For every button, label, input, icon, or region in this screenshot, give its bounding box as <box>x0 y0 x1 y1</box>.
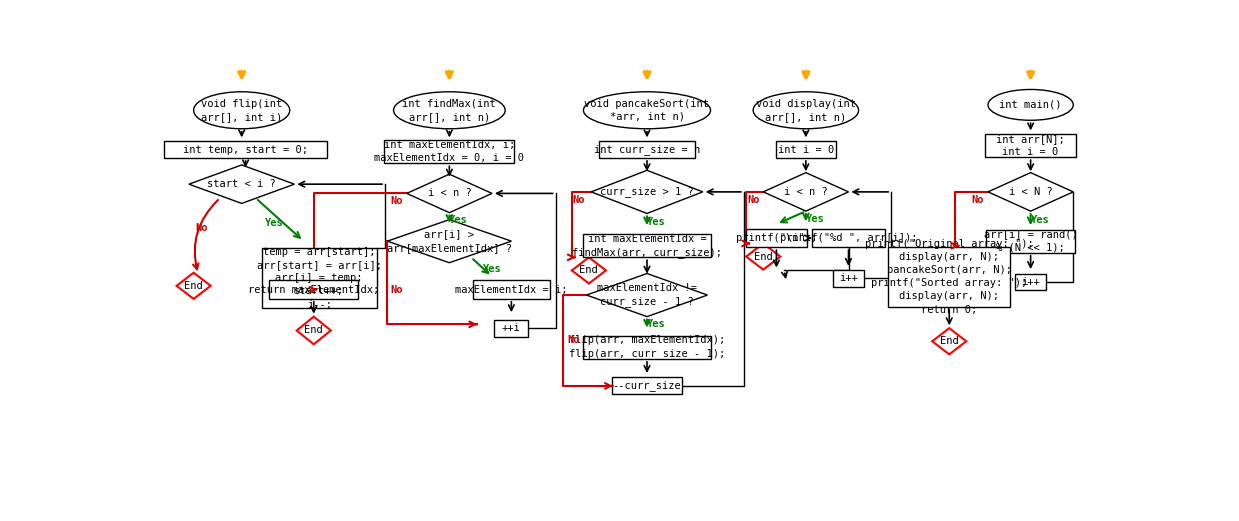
Polygon shape <box>987 172 1073 211</box>
Text: No: No <box>971 194 984 205</box>
Bar <box>584 234 711 257</box>
Text: Yes: Yes <box>805 214 824 224</box>
Text: End: End <box>753 252 773 262</box>
Text: int maxElementIdx, i;
maxElementIdx = 0, i = 0: int maxElementIdx, i; maxElementIdx = 0,… <box>374 140 524 164</box>
Text: start < i ?: start < i ? <box>207 179 276 189</box>
Text: void flip(int
arr[], int i): void flip(int arr[], int i) <box>201 98 282 122</box>
Bar <box>1015 274 1046 290</box>
Text: printf("%d ", arr[i]);: printf("%d ", arr[i]); <box>779 233 917 243</box>
Bar <box>888 246 1011 307</box>
Text: --curr_size: --curr_size <box>612 380 681 391</box>
Ellipse shape <box>394 92 506 129</box>
Text: No: No <box>572 194 585 205</box>
Text: i++: i++ <box>839 273 857 283</box>
Polygon shape <box>177 272 211 299</box>
Text: No: No <box>390 196 403 206</box>
Text: End: End <box>305 326 323 336</box>
Text: No: No <box>567 334 580 345</box>
Bar <box>833 270 864 287</box>
Polygon shape <box>190 165 295 203</box>
Text: int main(): int main() <box>1000 100 1062 110</box>
Polygon shape <box>406 174 492 213</box>
Polygon shape <box>763 172 849 211</box>
Bar <box>261 248 377 308</box>
Text: arr[i] >
arr[maxElementIdx] ?: arr[i] > arr[maxElementIdx] ? <box>387 230 512 253</box>
Bar <box>986 230 1075 253</box>
Bar <box>985 134 1077 157</box>
Bar <box>472 280 550 299</box>
Text: i < n ?: i < n ? <box>427 189 471 199</box>
Text: int maxElementIdx =
findMax(arr, curr_size);: int maxElementIdx = findMax(arr, curr_si… <box>572 234 722 258</box>
Bar <box>598 141 695 158</box>
Text: ++i: ++i <box>502 323 520 333</box>
Text: void display(int
arr[], int n): void display(int arr[], int n) <box>756 98 856 122</box>
Text: int i = 0: int i = 0 <box>778 144 834 155</box>
Ellipse shape <box>753 92 859 129</box>
Bar <box>776 141 836 158</box>
Polygon shape <box>572 257 606 283</box>
Text: Yes: Yes <box>450 215 468 225</box>
Text: int temp, start = 0;: int temp, start = 0; <box>183 144 309 155</box>
Bar <box>812 229 886 247</box>
Text: printf("\n");: printf("\n"); <box>736 233 817 243</box>
Text: printf("Original array: ");
display(arr, N);
pancakeSort(arr, N);
printf("Sorted: printf("Original array: "); display(arr,… <box>865 239 1033 315</box>
Text: End: End <box>185 281 203 291</box>
Text: Yes: Yes <box>647 319 665 329</box>
Polygon shape <box>591 170 703 214</box>
Text: i++: i++ <box>1021 277 1040 287</box>
Text: void pancakeSort(int
*arr, int n): void pancakeSort(int *arr, int n) <box>585 98 710 122</box>
Ellipse shape <box>193 92 290 129</box>
Text: int findMax(int
arr[], int n): int findMax(int arr[], int n) <box>403 98 497 122</box>
Text: Yes: Yes <box>265 218 284 228</box>
Text: curr_size > 1 ?: curr_size > 1 ? <box>600 187 694 197</box>
Polygon shape <box>388 219 512 263</box>
Bar <box>612 377 681 394</box>
Bar <box>494 320 528 337</box>
Text: return maxElementIdx;: return maxElementIdx; <box>248 284 379 295</box>
Polygon shape <box>296 317 331 344</box>
Bar <box>746 229 807 247</box>
Ellipse shape <box>584 92 710 129</box>
Text: flip(arr, maxElementIdx);
flip(arr, curr_size - 1);: flip(arr, maxElementIdx); flip(arr, curr… <box>569 336 725 359</box>
Text: Yes: Yes <box>1031 215 1049 226</box>
Polygon shape <box>586 274 707 317</box>
Text: temp = arr[start];
arr[start] = arr[i];
arr[i] = temp;
start++;
i--;: temp = arr[start]; arr[start] = arr[i]; … <box>256 247 382 309</box>
Text: Yes: Yes <box>647 217 665 227</box>
Bar <box>269 280 358 299</box>
Text: int arr[N];
int i = 0: int arr[N]; int i = 0 <box>996 134 1066 157</box>
Text: Yes: Yes <box>483 264 502 274</box>
Text: maxElementIdx !=
curr_size - 1 ?: maxElementIdx != curr_size - 1 ? <box>597 283 698 307</box>
Bar <box>584 336 711 359</box>
Text: No: No <box>747 194 760 205</box>
Text: End: End <box>580 265 598 276</box>
Text: i < N ?: i < N ? <box>1009 187 1052 197</box>
Text: No: No <box>195 223 208 233</box>
Text: i < n ?: i < n ? <box>784 187 828 197</box>
Ellipse shape <box>987 90 1073 120</box>
Bar <box>384 140 514 164</box>
Text: End: End <box>940 336 959 346</box>
Text: arr[i] = rand()
% (N << 1);: arr[i] = rand() % (N << 1); <box>984 230 1078 253</box>
Text: maxElementIdx = i;: maxElementIdx = i; <box>455 284 567 295</box>
Polygon shape <box>746 243 781 270</box>
Bar <box>165 141 327 158</box>
Text: No: No <box>390 284 403 295</box>
Polygon shape <box>932 328 966 354</box>
Text: int curr_size = n: int curr_size = n <box>593 144 700 155</box>
